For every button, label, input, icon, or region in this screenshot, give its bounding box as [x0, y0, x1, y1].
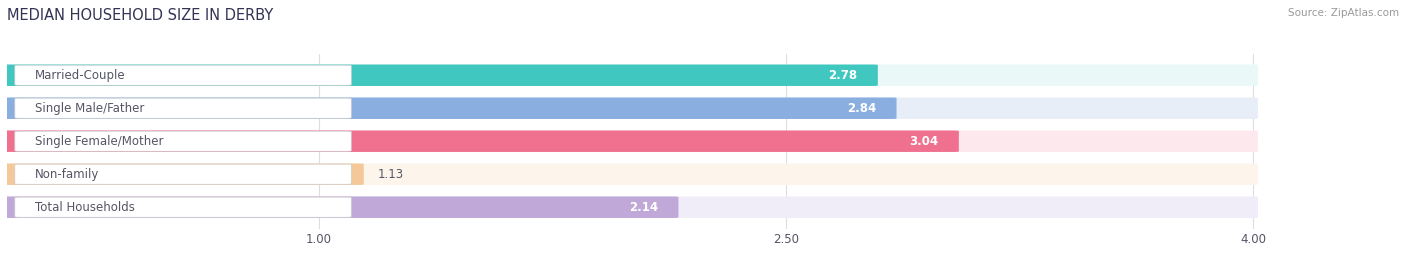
FancyBboxPatch shape — [15, 197, 352, 217]
FancyBboxPatch shape — [15, 98, 352, 118]
FancyBboxPatch shape — [15, 65, 352, 85]
FancyBboxPatch shape — [3, 130, 959, 152]
FancyBboxPatch shape — [3, 196, 1258, 218]
FancyBboxPatch shape — [3, 97, 897, 119]
FancyBboxPatch shape — [3, 196, 679, 218]
FancyBboxPatch shape — [3, 65, 877, 86]
Text: Single Female/Mother: Single Female/Mother — [35, 135, 163, 148]
FancyBboxPatch shape — [3, 130, 1258, 152]
Text: Source: ZipAtlas.com: Source: ZipAtlas.com — [1288, 8, 1399, 18]
Text: Single Male/Father: Single Male/Father — [35, 102, 145, 115]
Text: Non-family: Non-family — [35, 168, 100, 181]
Text: Total Households: Total Households — [35, 201, 135, 214]
Text: MEDIAN HOUSEHOLD SIZE IN DERBY: MEDIAN HOUSEHOLD SIZE IN DERBY — [7, 8, 273, 23]
FancyBboxPatch shape — [15, 164, 352, 184]
Text: 3.04: 3.04 — [910, 135, 939, 148]
FancyBboxPatch shape — [15, 131, 352, 151]
Text: Married-Couple: Married-Couple — [35, 69, 125, 82]
Text: 2.14: 2.14 — [628, 201, 658, 214]
FancyBboxPatch shape — [3, 97, 1258, 119]
FancyBboxPatch shape — [3, 65, 1258, 86]
FancyBboxPatch shape — [3, 164, 1258, 185]
FancyBboxPatch shape — [3, 164, 364, 185]
Text: 2.78: 2.78 — [828, 69, 858, 82]
Text: 1.13: 1.13 — [378, 168, 404, 181]
Text: 2.84: 2.84 — [846, 102, 876, 115]
